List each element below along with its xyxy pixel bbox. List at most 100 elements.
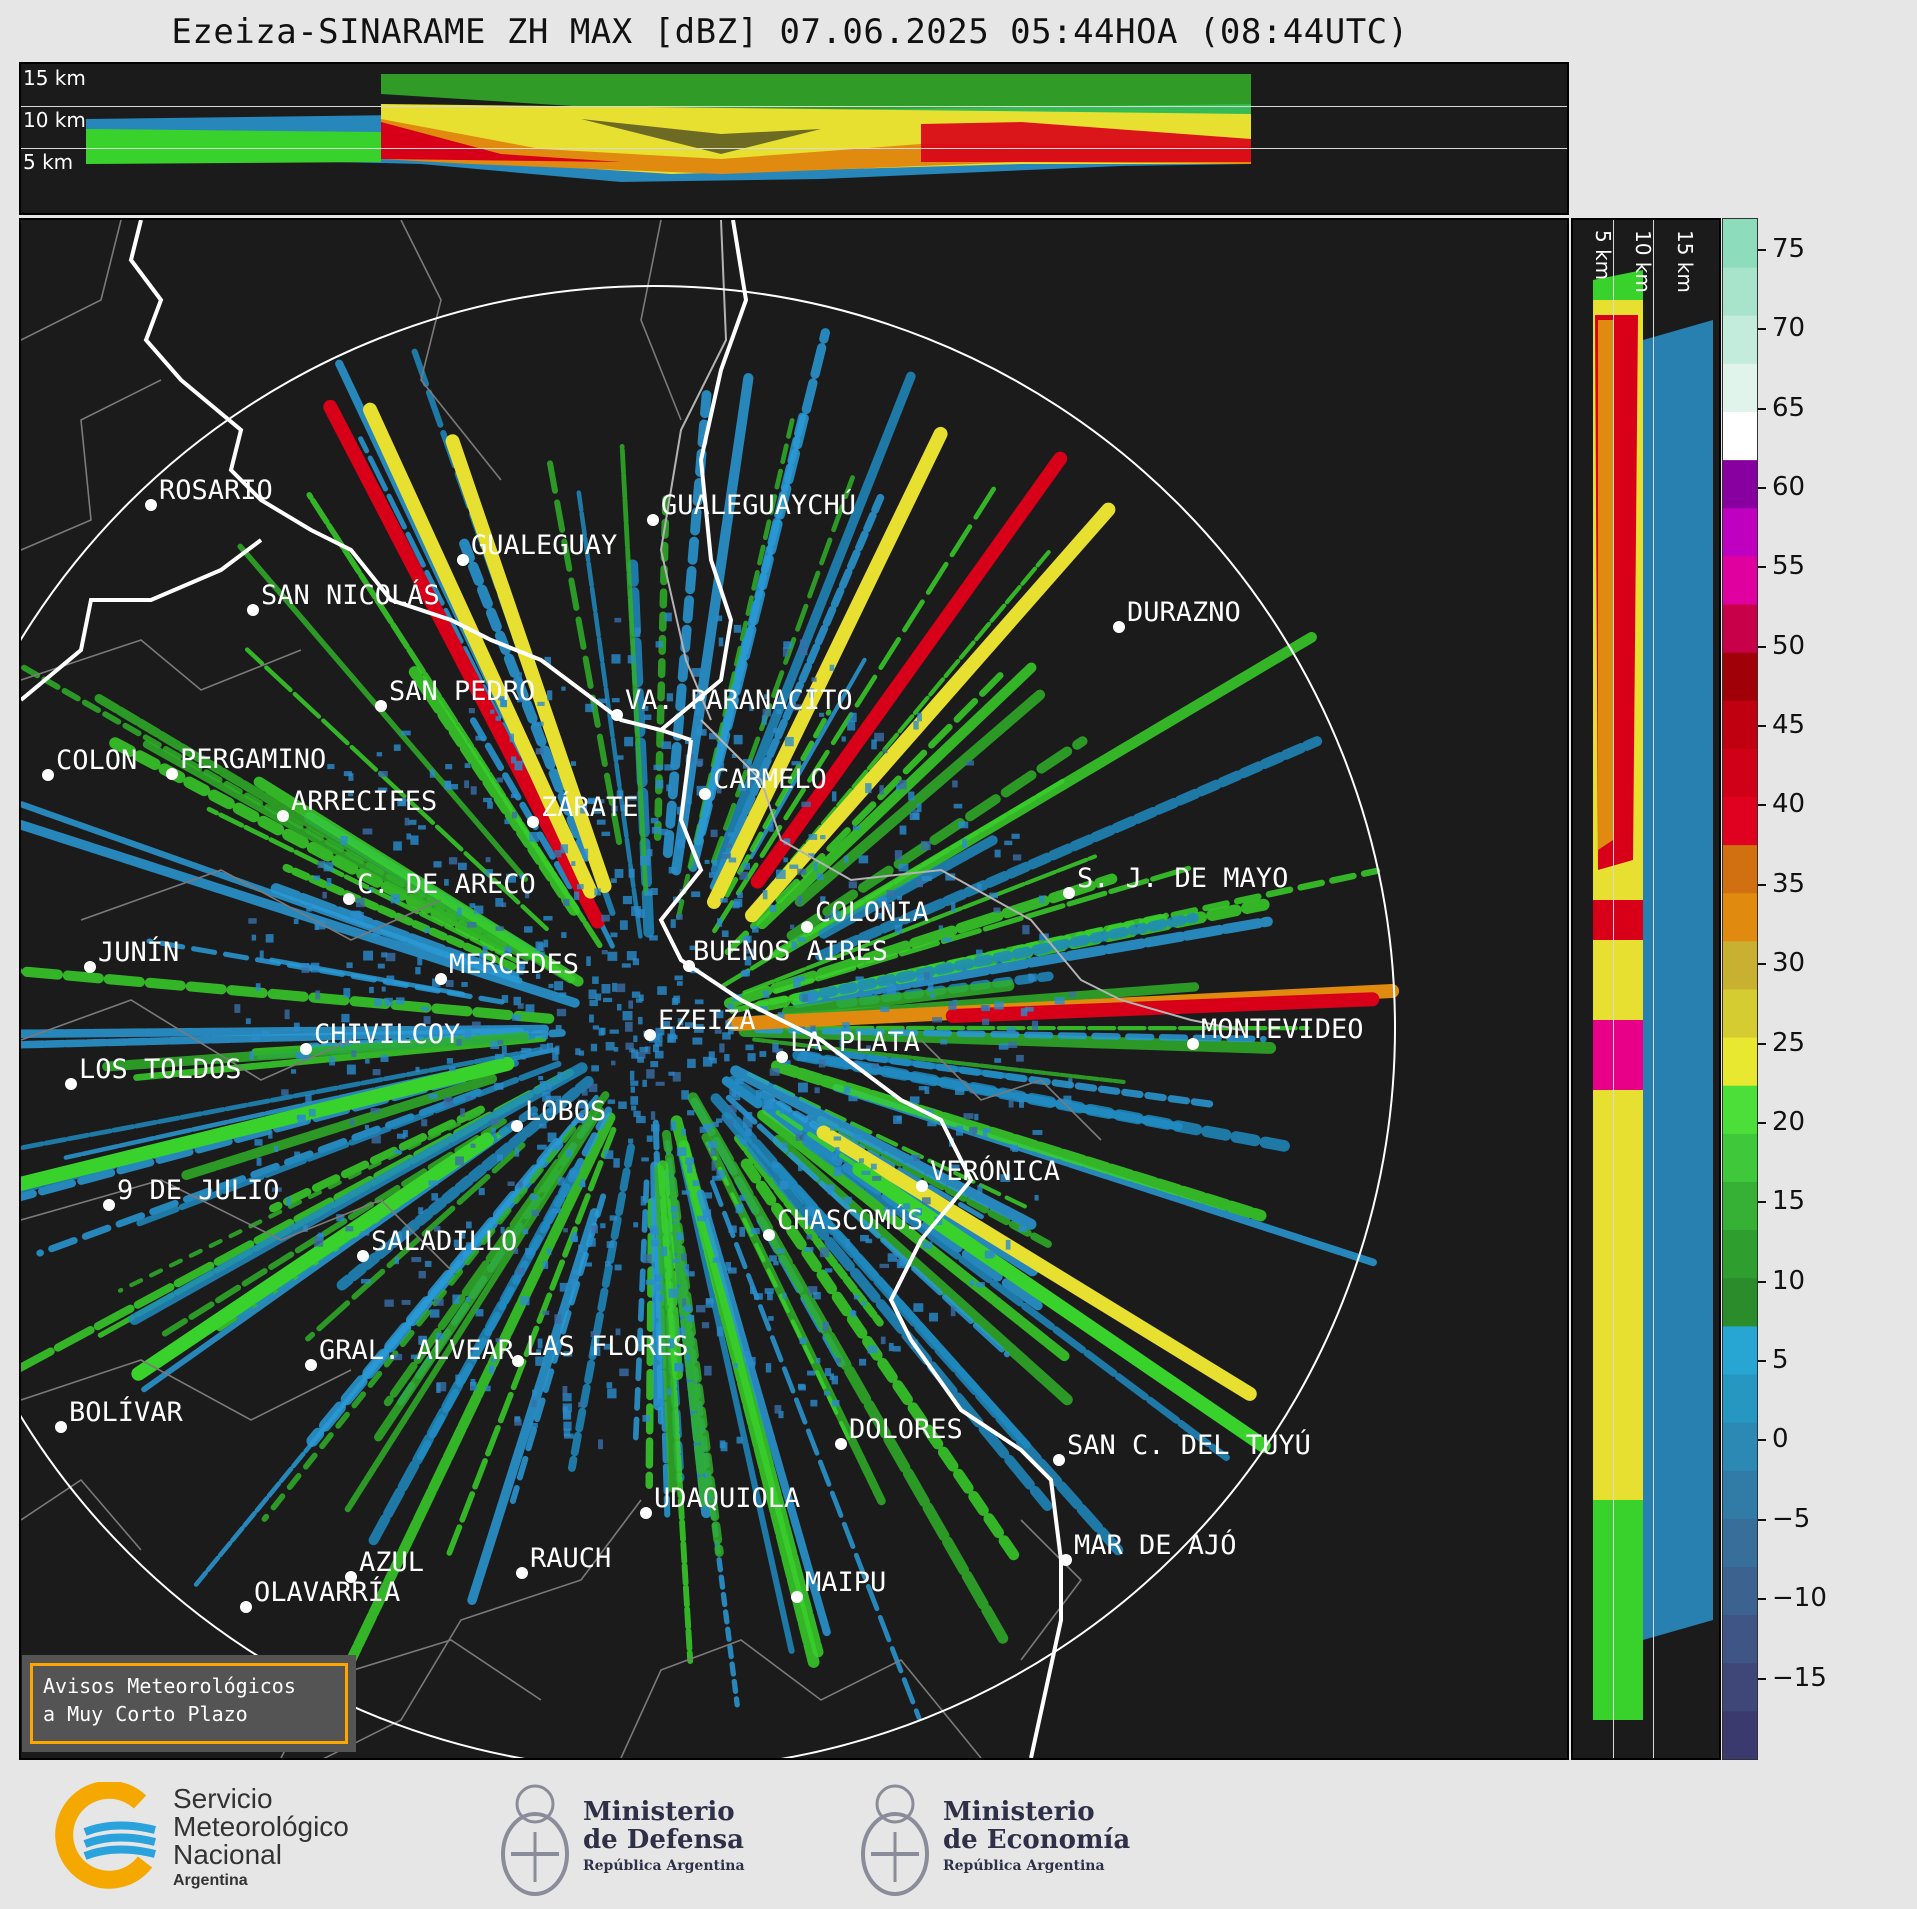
national-seal-icon xyxy=(501,1784,569,1896)
city-dot xyxy=(55,1421,67,1433)
defensa-text: Ministerio de Defensa República Argentin… xyxy=(583,1798,745,1874)
city-label: LAS FLORES xyxy=(526,1331,689,1362)
city-dot xyxy=(527,816,539,828)
altitude-label-5km: 5 km xyxy=(23,150,74,174)
city-marker: JUNÍN xyxy=(84,936,179,973)
economia-sub: República Argentina xyxy=(943,1857,1105,1874)
city-label: COLON xyxy=(56,745,137,776)
city-dot xyxy=(699,788,711,800)
city-marker: C. DE ARECO xyxy=(343,869,536,905)
city-label: CHIVILCOY xyxy=(314,1019,460,1050)
colorbar-segment xyxy=(1723,459,1757,509)
coastline xyxy=(21,220,1063,1758)
city-marker: GUALEGUAYCHÚ xyxy=(647,489,856,526)
city-dot xyxy=(145,499,157,511)
defensa-title2: de Defensa xyxy=(583,1824,744,1855)
city-label: MERCEDES xyxy=(449,949,579,980)
city-label: AZUL xyxy=(359,1547,424,1578)
city-dot xyxy=(640,1507,652,1519)
city-marker: CHIVILCOY xyxy=(300,1019,460,1055)
city-marker: SAN PEDRO xyxy=(375,676,535,712)
smn-wordmark: Servicio Meteorológico Nacional Argentin… xyxy=(173,1785,349,1889)
top-cross-section-panel: 15 km 10 km 5 km xyxy=(19,62,1569,215)
colorbar-tick-label: 75 xyxy=(1772,233,1806,264)
radar-range-ring xyxy=(21,285,1396,1758)
colorbar-segment xyxy=(1723,604,1757,653)
side-cross-section-panel: 5 km 10 km 15 km xyxy=(1571,218,1721,1760)
city-dot xyxy=(300,1043,312,1055)
city-label: C. DE ARECO xyxy=(357,869,536,900)
city-marker: BUENOS AIRES xyxy=(683,936,888,972)
top-cross-section-plot xyxy=(86,74,1251,182)
colorbar-segment xyxy=(1723,940,1757,990)
city-dot xyxy=(801,921,813,933)
city-label: LA PLATA xyxy=(790,1027,920,1058)
city-dot xyxy=(644,1029,656,1041)
colorbar-tick-label: −15 xyxy=(1772,1662,1827,1693)
city-marker: MAR DE AJÓ xyxy=(1060,1529,1237,1566)
city-dot xyxy=(611,709,623,721)
city-dot xyxy=(1053,1454,1065,1466)
river-outlines xyxy=(659,220,1242,1031)
warning-link-box[interactable]: Avisos Meteorológicos a Muy Corto Plazo xyxy=(22,1655,356,1752)
smn-emblem-icon xyxy=(55,1782,156,1889)
city-label: DURAZNO xyxy=(1127,597,1241,628)
smn-line4: Argentina xyxy=(173,1872,248,1889)
city-marker: UDAQUIOLA xyxy=(640,1483,800,1519)
colorbar-segment xyxy=(1723,555,1757,605)
colorbar-segment xyxy=(1723,1470,1757,1519)
city-dot xyxy=(512,1355,524,1367)
city-label: SAN C. DEL TUYÚ xyxy=(1067,1429,1311,1461)
city-dot xyxy=(647,514,659,526)
city-label: MAIPU xyxy=(805,1567,886,1598)
city-marker: SAN C. DEL TUYÚ xyxy=(1053,1429,1311,1466)
city-dot xyxy=(65,1078,77,1090)
colorbar-tick-label: 70 xyxy=(1772,313,1806,344)
city-dot xyxy=(240,1601,252,1613)
city-dot xyxy=(435,973,447,985)
colorbar-segment xyxy=(1723,411,1757,461)
warning-link-frame[interactable]: Avisos Meteorológicos a Muy Corto Plazo xyxy=(30,1663,348,1744)
city-marker: MERCEDES xyxy=(435,949,579,985)
city-label: DOLORES xyxy=(849,1414,963,1445)
city-marker: VA. PARANACITO xyxy=(611,685,853,721)
city-dot xyxy=(247,604,259,616)
city-label: 9 DE JULIO xyxy=(117,1175,280,1206)
colorbar-segment xyxy=(1723,652,1757,701)
city-dot xyxy=(277,810,289,822)
colorbar-tick-label: −5 xyxy=(1772,1503,1811,1534)
city-label: S. J. DE MAYO xyxy=(1077,863,1288,894)
smn-line3: Nacional xyxy=(173,1839,282,1870)
city-label: ARRECIFES xyxy=(291,786,437,817)
city-dot xyxy=(103,1199,115,1211)
city-dot xyxy=(166,768,178,780)
city-dot xyxy=(776,1051,788,1063)
side-altitude-line-10km xyxy=(1653,220,1654,1758)
city-marker: LOS TOLDOS xyxy=(65,1054,242,1090)
colorbar-ticks: 75 70 65 60 55 50 45 40 35 30 25 20 15 10 5 0 −5 −10 −15 xyxy=(1758,218,1878,1760)
colorbar-segment xyxy=(1723,1133,1757,1182)
colorbar-tick-label: 60 xyxy=(1772,471,1806,502)
altitude-label-10km: 10 km xyxy=(23,108,86,132)
city-label: GUALEGUAY xyxy=(471,530,617,561)
radar-map-panel: ROSARIO GUALEGUAYCHÚ GUALEGUAY SAN NICOLÁS D… xyxy=(19,218,1569,1760)
colorbar-tick-label: 25 xyxy=(1772,1027,1806,1058)
city-marker: MAIPU xyxy=(791,1567,886,1603)
city-dot xyxy=(84,961,96,973)
colorbar-tick-label: 20 xyxy=(1772,1106,1806,1137)
smn-line2: Meteorológico xyxy=(173,1811,349,1842)
colorbar-gradient xyxy=(1723,219,1757,1759)
city-dot xyxy=(791,1591,803,1603)
city-markers: ROSARIO GUALEGUAYCHÚ GUALEGUAY SAN NICOLÁS D… xyxy=(42,475,1364,1613)
altitude-line-10km xyxy=(21,106,1567,107)
city-marker: COLONIA xyxy=(801,897,929,933)
colorbar-segment xyxy=(1723,1037,1757,1086)
city-label: SAN PEDRO xyxy=(389,676,535,707)
defensa-logo: Ministerio de Defensa República Argentin… xyxy=(495,1774,745,1899)
defensa-sub: República Argentina xyxy=(583,1857,745,1874)
city-label: PERGAMINO xyxy=(180,744,326,775)
colorbar-tick-label: 30 xyxy=(1772,948,1806,979)
city-marker: GUALEGUAY xyxy=(457,530,617,566)
colorbar-segment xyxy=(1723,1181,1757,1231)
